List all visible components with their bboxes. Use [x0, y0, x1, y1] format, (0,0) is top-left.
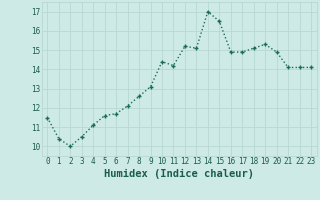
X-axis label: Humidex (Indice chaleur): Humidex (Indice chaleur) [104, 169, 254, 179]
